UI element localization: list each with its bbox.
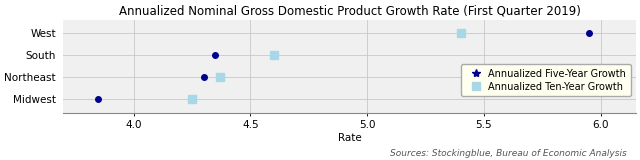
X-axis label: Rate: Rate (338, 133, 362, 143)
Legend: Annualized Five-Year Growth, Annualized Ten-Year Growth: Annualized Five-Year Growth, Annualized … (461, 64, 631, 96)
Title: Annualized Nominal Gross Domestic Product Growth Rate (First Quarter 2019): Annualized Nominal Gross Domestic Produc… (118, 4, 580, 17)
Text: Sources: Stockingblue, Bureau of Economic Analysis: Sources: Stockingblue, Bureau of Economi… (390, 149, 627, 158)
